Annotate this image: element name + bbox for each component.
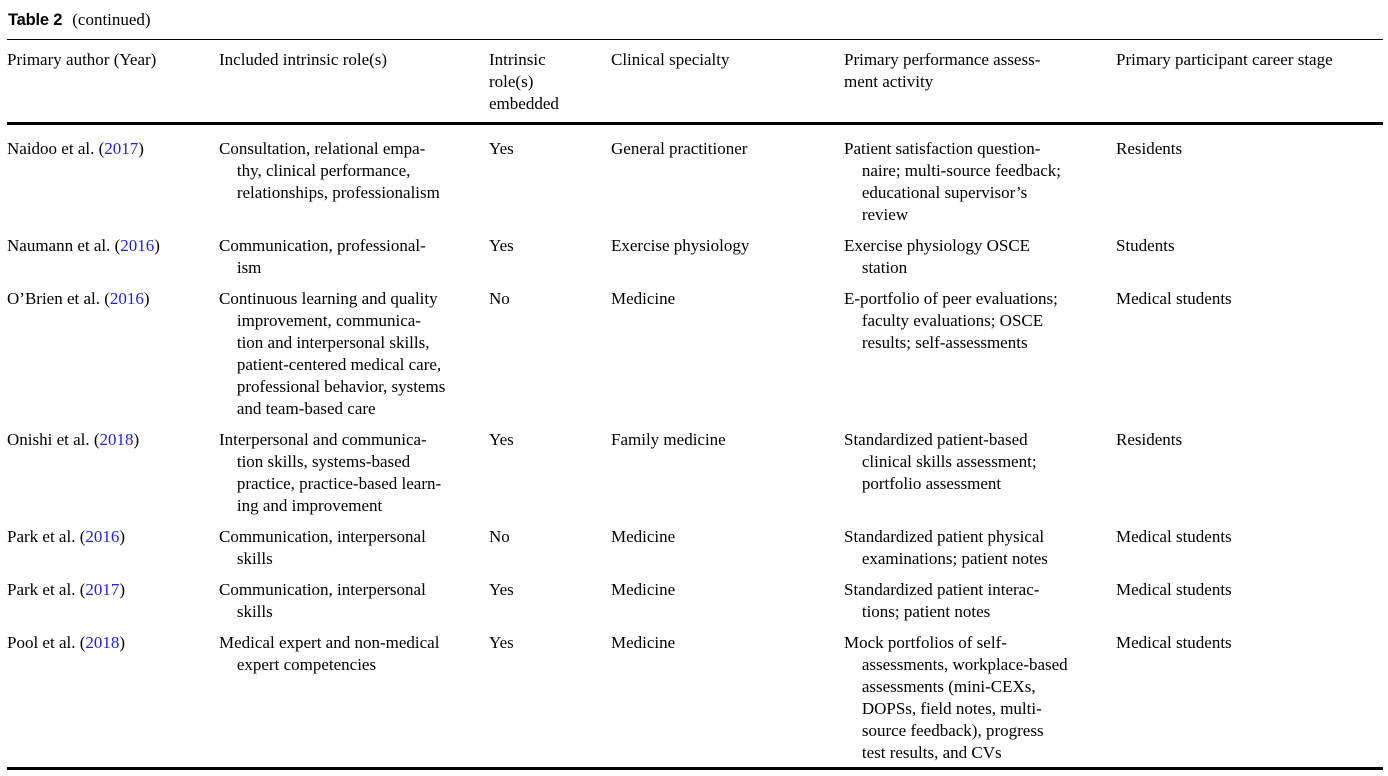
stage-cell: Medical students	[1116, 580, 1232, 599]
col-header-roles-embedded: Intrinsic role(s) embedded	[489, 39, 611, 125]
specialty-cell: Medicine	[611, 580, 676, 599]
embedded-cell: Yes	[489, 580, 514, 599]
stage-cell: Students	[1116, 236, 1175, 255]
stage-cell: Medical students	[1116, 289, 1232, 308]
studies-table: Primary author (Year) Included intrinsic…	[7, 39, 1383, 770]
stage-cell: Residents	[1116, 139, 1183, 158]
embedded-cell: No	[489, 289, 510, 308]
table-body: Naidoo et al. (2017) Consultation, relati…	[7, 124, 1383, 769]
embedded-cell: Yes	[489, 236, 514, 255]
assessment-cell: Standardized patient interac- tions; pat…	[844, 580, 1040, 621]
assessment-cell: Standardized patient-based clinical skil…	[844, 430, 1037, 493]
citation-year-link[interactable]: 2017	[104, 139, 139, 158]
citation-year-link[interactable]: 2016	[109, 289, 144, 308]
stage-cell: Medical students	[1116, 633, 1232, 652]
specialty-cell: Exercise physiology	[611, 236, 750, 255]
col-header-included-roles: Included intrinsic role(s)	[219, 39, 489, 125]
col-header-clinical-specialty: Clinical specialty	[611, 39, 844, 125]
table-header: Primary author (Year) Included intrinsic…	[7, 39, 1383, 125]
assessment-cell: Standardized patient physical examinatio…	[844, 527, 1048, 568]
roles-cell: Communication, interpersonal skills	[219, 527, 426, 568]
embedded-cell: Yes	[489, 430, 514, 449]
specialty-cell: Family medicine	[611, 430, 726, 449]
table-row: Park et al. (2017) Communication, interpe…	[7, 579, 1383, 632]
author-cell: Park et al. (2017)	[7, 580, 126, 599]
specialty-cell: Medicine	[611, 633, 676, 652]
citation-year-link[interactable]: 2018	[99, 430, 134, 449]
table-row: Pool et al. (2018) Medical expert and non…	[7, 632, 1383, 769]
roles-cell: Communication, professional- ism	[219, 236, 426, 277]
author-cell: Naumann et al. (2016)	[7, 236, 160, 255]
author-cell: Onishi et al. (2018)	[7, 430, 140, 449]
author-cell: O’Brien et al. (2016)	[7, 289, 150, 308]
embedded-cell: Yes	[489, 139, 514, 158]
table-row: Park et al. (2016) Communication, interpe…	[7, 526, 1383, 579]
roles-cell: Interpersonal and communica- tion skills…	[219, 430, 442, 515]
table-row: Onishi et al. (2018) Interpersonal and co…	[7, 429, 1383, 526]
assessment-cell: E-portfolio of peer evaluations; faculty…	[844, 289, 1058, 352]
citation-year-link[interactable]: 2016	[120, 236, 155, 255]
assessment-cell: Patient satisfaction question- naire; mu…	[844, 139, 1062, 224]
roles-cell: Medical expert and non-medical expert co…	[219, 633, 440, 674]
table-caption-label: Table 2	[8, 11, 63, 29]
table-row: Naidoo et al. (2017) Consultation, relati…	[7, 124, 1383, 236]
specialty-cell: Medicine	[611, 289, 676, 308]
roles-cell: Consultation, relational empa- thy, clin…	[219, 139, 440, 202]
stage-cell: Medical students	[1116, 527, 1232, 546]
roles-cell: Continuous learning and quality improvem…	[219, 289, 446, 418]
author-cell: Pool et al. (2018)	[7, 633, 126, 652]
specialty-cell: Medicine	[611, 527, 676, 546]
embedded-cell: No	[489, 527, 510, 546]
col-header-career-stage: Primary participant career stage	[1116, 39, 1383, 125]
roles-cell: Communication, interpersonal skills	[219, 580, 426, 621]
citation-year-link[interactable]: 2016	[85, 527, 120, 546]
assessment-cell: Mock portfolios of self- assessments, wo…	[844, 633, 1068, 762]
table-header-row: Primary author (Year) Included intrinsic…	[7, 39, 1383, 125]
embedded-cell: Yes	[489, 633, 514, 652]
table-caption-note: (continued)	[72, 10, 151, 29]
table-caption: Table 2 (continued)	[8, 9, 1383, 31]
citation-year-link[interactable]: 2017	[85, 580, 120, 599]
author-cell: Naidoo et al. (2017)	[7, 139, 144, 158]
assessment-cell: Exercise physiology OSCE station	[844, 236, 1031, 277]
author-cell: Park et al. (2016)	[7, 527, 126, 546]
citation-year-link[interactable]: 2018	[85, 633, 120, 652]
table-row: O’Brien et al. (2016) Continuous learning…	[7, 288, 1383, 429]
specialty-cell: General practitioner	[611, 139, 748, 158]
col-header-primary-author: Primary author (Year)	[7, 39, 219, 125]
table-row: Naumann et al. (2016) Communication, prof…	[7, 235, 1383, 288]
col-header-assessment-activity: Primary performance assess- ment activit…	[844, 39, 1116, 125]
stage-cell: Residents	[1116, 430, 1183, 449]
